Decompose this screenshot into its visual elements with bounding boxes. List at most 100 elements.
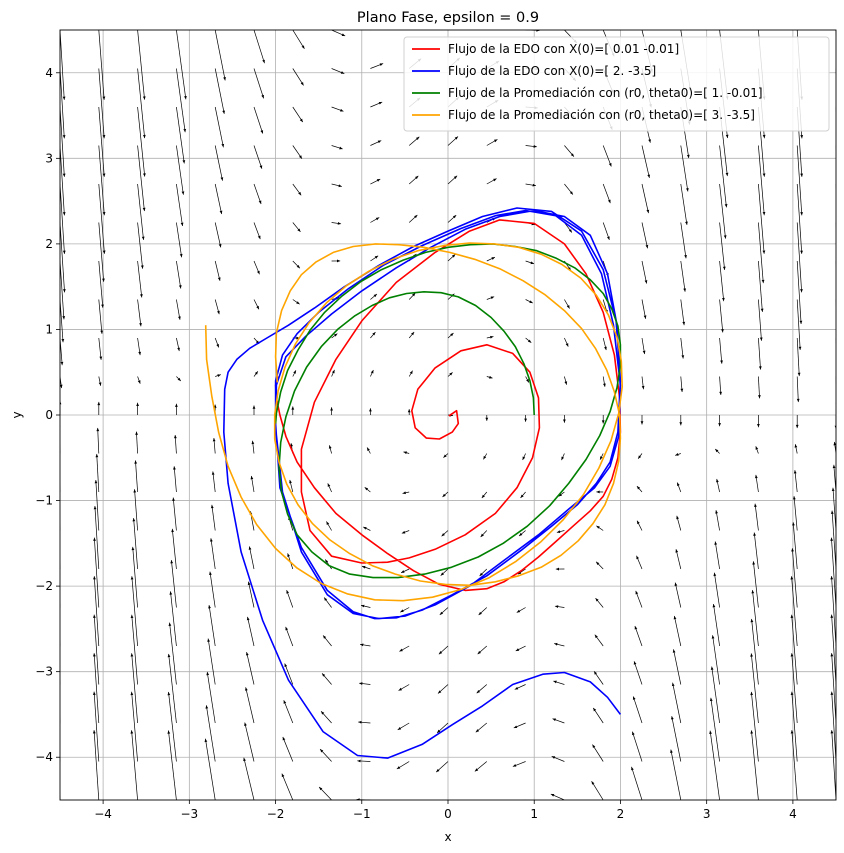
- field-arrow: [679, 415, 683, 426]
- field-arrow: [321, 673, 332, 685]
- field-arrow: [633, 661, 643, 685]
- field-arrow: [525, 260, 535, 265]
- field-arrow: [167, 653, 177, 724]
- field-arrow: [486, 296, 495, 300]
- series-line-3: [274, 243, 622, 579]
- field-arrow: [137, 260, 143, 298]
- field-arrow: [632, 731, 643, 762]
- field-arrow: [130, 653, 138, 724]
- field-arrow: [561, 453, 565, 461]
- field-arrow: [710, 666, 720, 724]
- field-arrow: [525, 337, 532, 343]
- field-arrow: [285, 626, 294, 647]
- x-tick-label: −3: [180, 807, 198, 821]
- field-arrow: [564, 299, 570, 309]
- field-arrow: [680, 260, 687, 292]
- field-arrow: [253, 30, 265, 64]
- field-arrow: [292, 222, 301, 233]
- field-arrow: [207, 638, 216, 685]
- field-arrow: [715, 510, 720, 531]
- y-tick-label: 1: [45, 322, 53, 336]
- field-arrow: [641, 183, 650, 214]
- field-arrow: [564, 337, 569, 347]
- field-arrow: [564, 376, 568, 385]
- field-arrow: [176, 376, 182, 382]
- field-arrow: [680, 337, 685, 359]
- field-arrow: [134, 460, 138, 493]
- field-arrow: [98, 106, 106, 177]
- field-arrow: [403, 451, 410, 455]
- field-arrow: [835, 145, 836, 153]
- field-arrow: [680, 145, 689, 192]
- field-arrow: [480, 530, 488, 538]
- field-arrow: [676, 482, 682, 493]
- field-arrow: [447, 332, 454, 339]
- field-arrow: [750, 653, 759, 724]
- field-arrow: [835, 30, 836, 37]
- field-arrow: [318, 786, 332, 800]
- field-arrow: [248, 546, 255, 570]
- field-arrow: [564, 145, 575, 157]
- field-arrow: [370, 63, 384, 69]
- field-arrow: [98, 183, 106, 254]
- field-arrow: [133, 489, 138, 531]
- field-arrow: [796, 260, 803, 325]
- field-arrow: [790, 614, 798, 685]
- field-arrow: [98, 260, 104, 308]
- field-arrow: [98, 68, 106, 139]
- field-arrow: [253, 260, 260, 275]
- field-arrow: [556, 530, 565, 534]
- field-arrow: [435, 761, 449, 773]
- field-arrow: [675, 549, 682, 570]
- field-arrow: [481, 491, 488, 499]
- field-arrow: [640, 415, 644, 425]
- field-arrow: [795, 415, 799, 429]
- axis-ticks: −4 −3 −2 −1 0 1 2 3 4 −4 −3 −2 −1 0 1 2 3 4: [35, 66, 796, 821]
- x-tick-label: 1: [530, 807, 538, 821]
- field-arrow: [252, 405, 256, 415]
- field-arrow: [402, 491, 410, 495]
- field-arrow: [680, 376, 684, 393]
- field-arrow: [443, 453, 449, 458]
- field-arrow: [168, 622, 177, 685]
- field-arrow: [513, 722, 526, 729]
- field-arrow: [331, 106, 344, 112]
- field-arrow: [93, 576, 100, 647]
- field-arrow: [670, 749, 682, 800]
- field-arrow: [253, 299, 260, 310]
- field-arrow: [292, 145, 303, 159]
- field-arrow: [208, 605, 216, 647]
- field-arrow: [327, 483, 332, 493]
- field-arrow: [796, 145, 803, 216]
- field-arrow: [719, 260, 725, 302]
- field-arrow: [712, 603, 720, 647]
- field-arrow: [441, 530, 449, 537]
- field-arrow: [251, 440, 255, 454]
- field-arrow: [292, 183, 302, 196]
- field-arrow: [601, 415, 605, 424]
- y-tick-label: −3: [35, 665, 53, 679]
- field-arrow: [289, 479, 294, 493]
- field-arrow: [214, 337, 220, 348]
- field-arrow: [250, 475, 255, 493]
- field-arrow: [92, 691, 100, 762]
- field-arrow: [137, 106, 146, 177]
- field-arrow: [370, 255, 379, 262]
- field-arrow: [790, 730, 798, 800]
- field-arrow: [60, 145, 66, 216]
- field-arrow: [641, 145, 651, 178]
- field-arrow: [396, 761, 410, 770]
- field-arrow: [60, 68, 66, 139]
- y-tick-label: 3: [45, 151, 53, 165]
- field-arrow: [205, 705, 216, 762]
- field-arrow: [291, 406, 295, 415]
- field-arrow: [253, 183, 262, 205]
- legend-label-4: Flujo de la Promediación con (r0, theta0…: [448, 108, 755, 122]
- field-arrow: [98, 337, 103, 360]
- field-arrow: [674, 582, 682, 608]
- field-arrow: [292, 30, 305, 49]
- field-arrow: [330, 407, 333, 415]
- field-arrow: [558, 491, 565, 497]
- field-arrow: [176, 183, 184, 227]
